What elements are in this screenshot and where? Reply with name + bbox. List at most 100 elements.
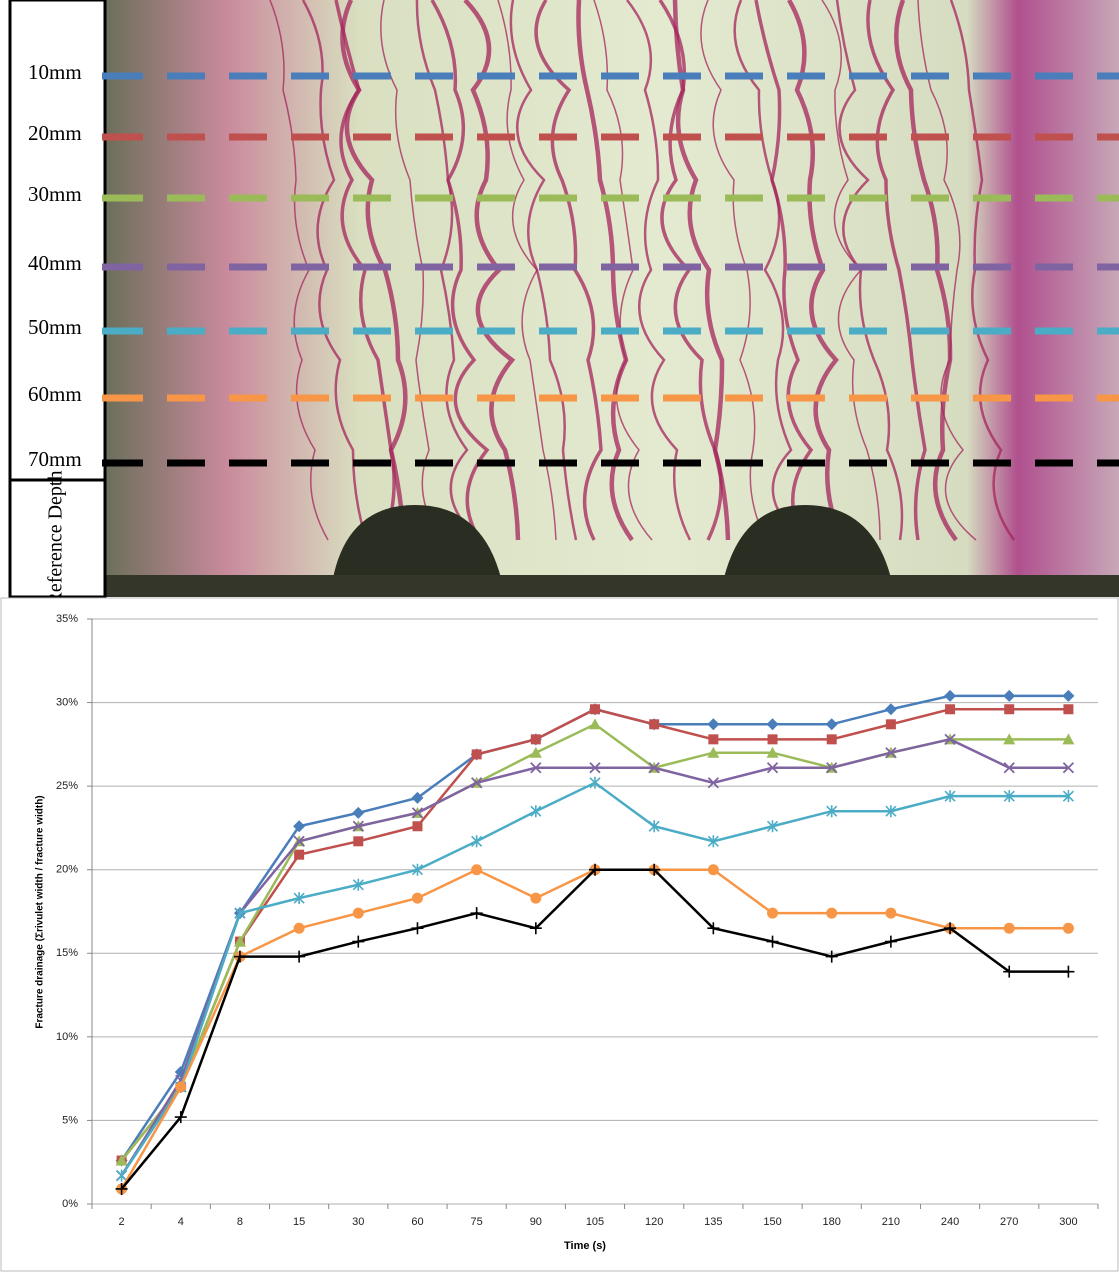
marker [944,689,957,702]
marker [352,806,365,819]
marker [233,950,246,963]
marker [116,1169,128,1182]
marker [589,863,601,876]
rivulet [866,0,927,541]
marker [589,776,601,789]
rivulet [754,0,814,541]
y-tick-label: 20% [56,864,78,876]
marker [411,807,424,819]
x-axis-label: Time (s) [564,1240,606,1252]
x-tick-label: 240 [941,1216,959,1228]
x-tick-label: 75 [471,1216,483,1228]
marker [1004,704,1015,715]
marker [944,790,956,803]
marker [590,704,600,715]
x-tick-label: 300 [1059,1216,1077,1228]
photo-panel: Reference Depth [8,0,1119,606]
marker [1003,790,1015,803]
marker [885,747,897,759]
x-tick-label: 210 [882,1216,900,1228]
marker [707,835,719,848]
marker [707,777,719,789]
marker [1062,762,1075,774]
marker [945,704,956,715]
y-tick-label: 35% [56,613,78,625]
marker [1062,733,1075,745]
rivulet [672,0,731,541]
marker [648,863,661,876]
y-tick-label: 15% [56,947,78,959]
y-tick-label: 5% [62,1114,78,1126]
marker [589,718,601,730]
depth-label: 50mm [28,315,82,339]
depth-label: 30mm [28,182,82,206]
y-tick-label: 0% [62,1198,78,1210]
rivulet [430,0,490,541]
marker [1003,762,1015,774]
depth-label: 20mm [28,121,82,145]
x-tick-label: 150 [763,1216,781,1228]
marker [944,922,957,935]
arch [720,505,895,597]
marker [293,922,305,934]
marker [293,950,306,963]
label-box [8,0,107,482]
marker [826,805,838,818]
marker [885,805,897,818]
marker [1062,790,1074,803]
x-tick-label: 4 [178,1216,184,1228]
marker [530,762,542,774]
x-tick-label: 15 [293,1216,305,1228]
marker [293,892,305,905]
marker [707,746,720,758]
marker [1063,704,1074,715]
x-tick-label: 90 [530,1216,542,1228]
marker [411,892,423,904]
marker [294,849,305,860]
marker [1003,689,1016,702]
x-tick-label: 8 [237,1216,243,1228]
marker [529,746,542,758]
marker [766,762,779,774]
x-tick-label: 270 [1000,1216,1018,1228]
marker [767,907,779,919]
x-tick-label: 120 [645,1216,663,1228]
marker [826,734,837,745]
caption: Reference Depth [45,471,67,606]
depth-label: 10mm [28,60,82,84]
marker [1062,689,1075,702]
base [105,575,1119,597]
rivulet [509,0,578,541]
marker [352,820,364,832]
caption-box [8,478,107,599]
marker [826,907,838,919]
marker [115,1154,128,1166]
marker [767,734,778,745]
marker [884,703,897,716]
rivulet [733,0,805,541]
marker [471,777,483,789]
marker [529,922,542,935]
marker [885,907,897,919]
marker [944,733,956,745]
rivulet [917,0,977,541]
marker [707,718,720,731]
marker [352,935,365,948]
marker [470,907,483,920]
marker [766,746,779,758]
x-tick-label: 135 [704,1216,722,1228]
marker [707,864,719,876]
marker [708,734,719,745]
marker [233,935,246,947]
marker [825,950,838,963]
marker [530,892,542,904]
marker [293,820,306,833]
marker [353,836,364,847]
depth-label: 40mm [28,251,82,275]
marker [175,1081,187,1093]
y-tick-label: 30% [56,696,78,708]
marker [766,935,779,948]
chart-frame [0,597,1119,1272]
